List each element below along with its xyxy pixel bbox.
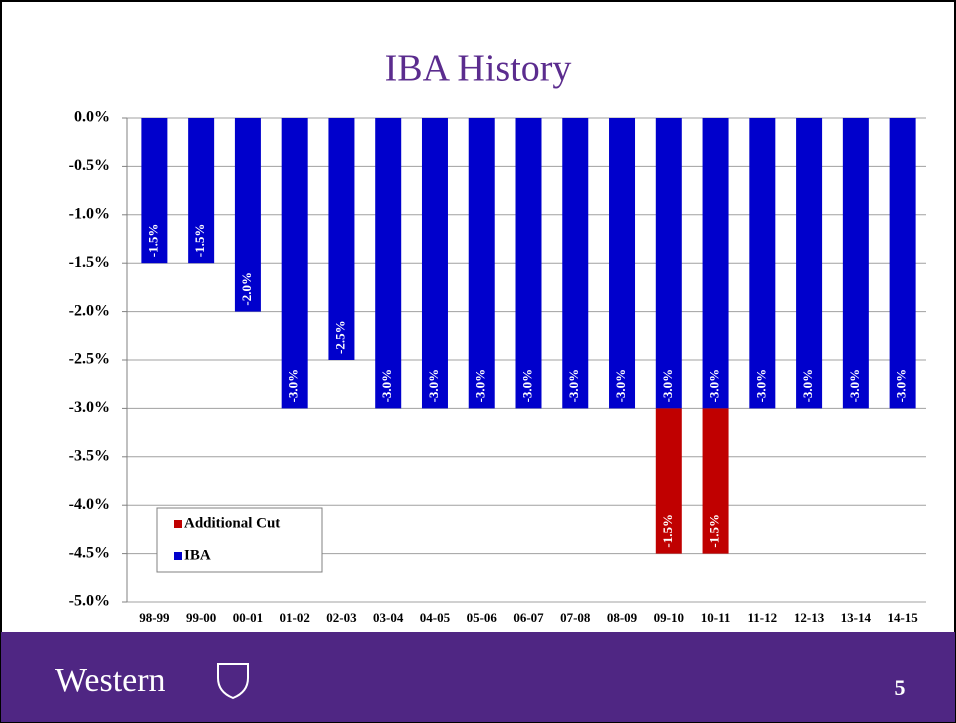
bar: [749, 118, 776, 409]
x-tick-label: 12-13: [794, 610, 825, 625]
legend-swatch: [174, 520, 182, 528]
data-label: -3.0%: [286, 369, 301, 403]
data-label: -2.5%: [332, 320, 347, 354]
legend-label: Additional Cut: [184, 515, 280, 531]
x-tick-label: 98-99: [139, 610, 170, 625]
x-tick-label: 09-10: [654, 610, 684, 625]
y-tick-label: -4.0%: [69, 496, 110, 513]
bar: [655, 408, 682, 554]
data-label: -3.0%: [707, 369, 722, 403]
bar: [281, 118, 308, 409]
data-label: -3.0%: [426, 369, 441, 403]
x-tick-label: 06-07: [513, 610, 544, 625]
bar: [562, 118, 589, 409]
bar: [375, 118, 402, 409]
x-tick-label: 11-12: [748, 610, 778, 625]
y-tick-label: -0.5%: [69, 157, 110, 174]
data-label: -1.5%: [707, 514, 722, 548]
bar: [889, 118, 916, 409]
bar: [702, 118, 729, 409]
footer-logo: Western: [55, 662, 166, 699]
data-label: -3.0%: [660, 369, 675, 403]
bar: [234, 118, 261, 312]
logo-shield: [217, 663, 249, 700]
data-label: -3.0%: [519, 369, 534, 403]
data-label: -3.0%: [800, 369, 815, 403]
y-tick-label: -3.0%: [69, 399, 110, 416]
x-tick-label: 13-14: [841, 610, 872, 625]
page-number: 5: [895, 675, 906, 700]
x-tick-label: 00-01: [233, 610, 263, 625]
y-tick-label: -4.5%: [69, 544, 110, 561]
y-tick-label: -5.0%: [69, 593, 110, 610]
bar: [421, 118, 448, 409]
data-label: -1.5%: [192, 224, 207, 258]
x-tick-label: 05-06: [467, 610, 498, 625]
x-tick-label: 08-09: [607, 610, 638, 625]
data-label: -1.5%: [145, 224, 160, 258]
x-tick-label: 01-02: [280, 610, 310, 625]
bar: [796, 118, 823, 409]
data-label: -3.0%: [473, 369, 488, 403]
legend-label: IBA: [184, 547, 211, 563]
y-tick-label: -3.5%: [69, 447, 110, 464]
bar: [141, 118, 168, 264]
bar: [515, 118, 542, 409]
data-label: -3.0%: [379, 369, 394, 403]
footer-band: [1, 632, 955, 722]
x-tick-label: 10-11: [701, 610, 731, 625]
x-tick-label: 02-03: [326, 610, 357, 625]
bar: [328, 118, 355, 360]
bar: [655, 118, 682, 409]
y-tick-label: -2.0%: [69, 302, 110, 319]
y-tick-label: -1.5%: [69, 254, 110, 271]
x-tick-label: 99-00: [186, 610, 216, 625]
data-label: -2.0%: [239, 272, 254, 306]
data-label: -3.0%: [753, 369, 768, 403]
y-tick-label: 0.0%: [74, 109, 110, 126]
data-label: -3.0%: [847, 369, 862, 403]
legend-swatch: [174, 552, 182, 560]
chart-title: IBA History: [385, 48, 572, 90]
y-tick-label: -2.5%: [69, 351, 110, 368]
data-label: -3.0%: [894, 369, 909, 403]
bar: [842, 118, 869, 409]
bar: [188, 118, 215, 264]
x-tick-label: 07-08: [560, 610, 591, 625]
bar: [468, 118, 495, 409]
bar: [609, 118, 636, 409]
data-label: -3.0%: [613, 369, 628, 403]
bar: [702, 408, 729, 554]
x-tick-label: 04-05: [420, 610, 451, 625]
y-tick-label: -1.0%: [69, 205, 110, 222]
x-tick-label: 14-15: [887, 610, 918, 625]
data-label: -3.0%: [566, 369, 581, 403]
legend-box: [156, 507, 323, 573]
data-label: -1.5%: [660, 514, 675, 548]
x-tick-label: 03-04: [373, 610, 404, 625]
